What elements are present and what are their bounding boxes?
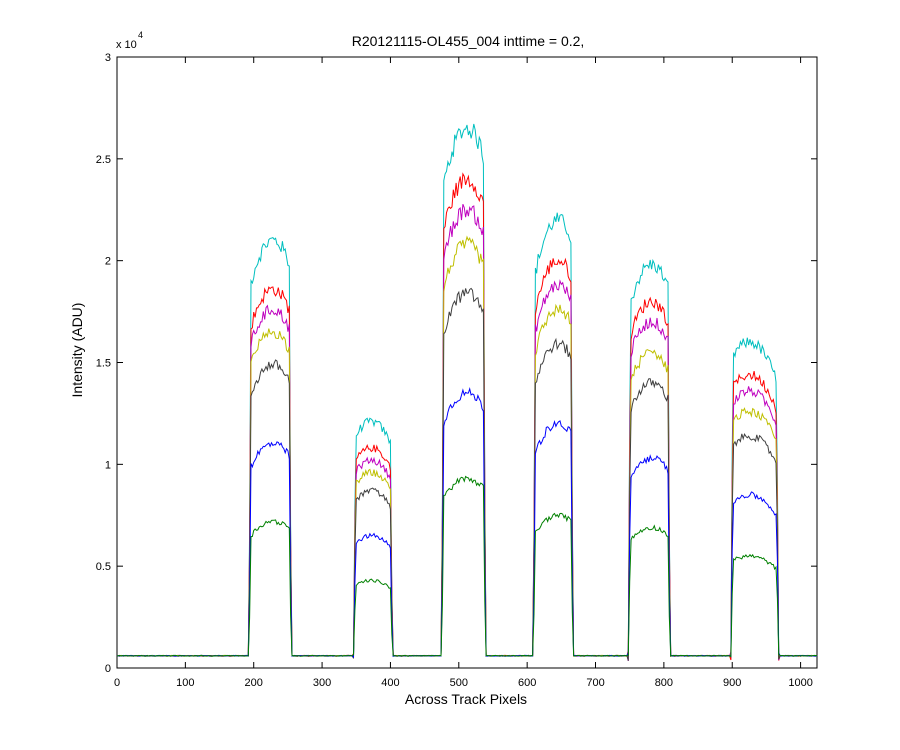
x-tick-label: 200 xyxy=(245,677,263,689)
x-tick-label: 1000 xyxy=(788,677,812,689)
x-tick-label: 900 xyxy=(723,677,741,689)
x-tick-label: 400 xyxy=(381,677,399,689)
y-tick-label: 2 xyxy=(105,256,111,268)
series-line-7 xyxy=(116,475,818,658)
y-tick-label: 1.5 xyxy=(96,358,111,370)
x-tick-label: 600 xyxy=(518,677,536,689)
plot-area: 0 100 200 300 400 500 600 700 800 900 1000 0 0.5 1 1.5… xyxy=(96,52,818,689)
x-axis-label: Across Track Pixels xyxy=(405,691,527,707)
y-axis-label: Intensity (ADU) xyxy=(69,303,85,398)
chart-title: R20121115-OL455_004 inttime = 0.2, xyxy=(352,33,585,49)
y-tick-label: 1 xyxy=(105,459,111,471)
y-exponent-label: x 10 xyxy=(116,39,137,51)
y-tick-label: 2.5 xyxy=(96,154,111,166)
axes-box xyxy=(116,56,818,669)
x-tick-label: 100 xyxy=(176,677,194,689)
y-exponent-power: 4 xyxy=(138,30,143,40)
y-tick-label: 0.5 xyxy=(96,561,111,573)
y-tick-label: 3 xyxy=(105,52,111,64)
x-tick-label: 700 xyxy=(586,677,604,689)
x-tick-label: 300 xyxy=(313,677,331,689)
x-tick-label: 500 xyxy=(450,677,468,689)
x-tick-label: 800 xyxy=(655,677,673,689)
y-tick-label: 0 xyxy=(105,663,111,675)
x-tick-label: 0 xyxy=(114,677,120,689)
